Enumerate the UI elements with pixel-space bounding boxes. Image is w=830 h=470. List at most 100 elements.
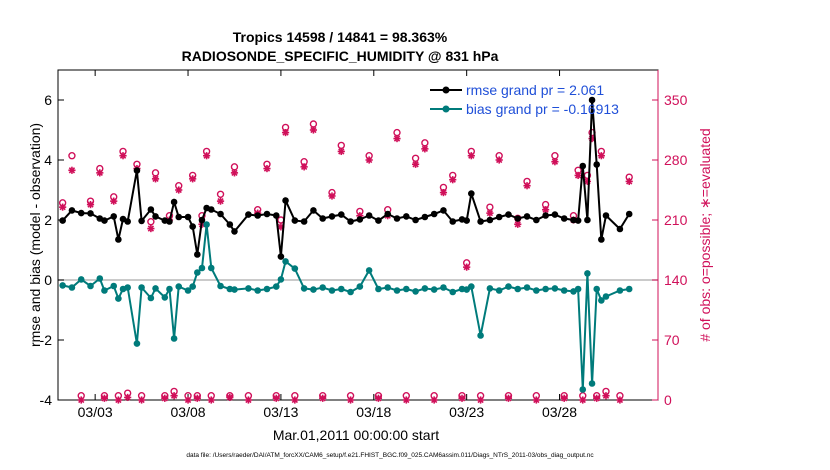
bias-point: [337, 285, 345, 293]
rmse-point: [263, 210, 271, 218]
bias-point: [430, 286, 438, 293]
x-axis-label: Mar.01,2011 00:00:00 start: [273, 427, 439, 443]
bias-point: [272, 283, 280, 290]
obs-evaluated-stroke: [124, 394, 131, 401]
obs-evaluated-stroke: [365, 156, 373, 164]
bias-point: [68, 284, 76, 291]
obs-evaluated-marker: [300, 163, 308, 171]
plot-frame: [57, 69, 659, 401]
bias-point: [170, 335, 178, 342]
obs-evaluated-stroke: [175, 186, 182, 194]
obs-evaluated-stroke: [147, 225, 155, 232]
rmse-point: [147, 206, 155, 213]
bias-point: [254, 287, 261, 294]
obs-evaluated-marker: [96, 169, 104, 177]
bias-point: [138, 284, 145, 291]
obs-evaluated-marker: [189, 175, 197, 183]
rmse-point: [124, 218, 131, 225]
rmse-point: [207, 206, 215, 213]
obs-evaluated-marker: [59, 203, 67, 211]
obs-evaluated-marker: [137, 396, 146, 404]
y-tick-label: 6: [44, 92, 52, 108]
bias-point: [124, 284, 131, 291]
bias-point: [579, 386, 587, 393]
y-right-tick-label: 140: [664, 272, 688, 288]
bias-point: [356, 283, 364, 290]
rmse-point: [231, 228, 238, 235]
obs-evaluated-marker: [230, 169, 239, 177]
obs-evaluated-marker: [421, 145, 429, 153]
obs-possible-marker: [393, 128, 401, 137]
obs-evaluated-stroke: [542, 206, 549, 213]
rmse-point: [523, 213, 531, 220]
rmse-point: [291, 217, 299, 224]
rmse-point: [138, 217, 145, 225]
obs-evaluated-stroke: [338, 148, 345, 155]
rmse-point: [421, 213, 429, 221]
obs-evaluated-stroke: [514, 221, 521, 228]
obs-evaluated-stroke: [551, 158, 559, 165]
bias-point: [217, 282, 224, 290]
obs-evaluated-marker: [346, 396, 355, 404]
obs-evaluated-stroke: [59, 203, 66, 211]
rmse-point: [337, 211, 345, 218]
y-tick-label: 0: [44, 272, 52, 288]
obs-evaluated-stroke: [421, 145, 429, 153]
obs-evaluated-stroke: [152, 175, 159, 183]
obs-evaluated-marker: [110, 197, 118, 205]
bias-point: [189, 283, 196, 290]
rmse-point: [477, 218, 484, 225]
obs-evaluated-marker: [486, 209, 494, 217]
rmse-point: [226, 221, 234, 228]
obs-evaluated-stroke: [119, 152, 127, 159]
rmse-point: [505, 211, 512, 218]
legend-bias-label: bias grand pr = -0.16913: [466, 101, 619, 117]
rmse-point: [588, 96, 596, 104]
bias-point: [495, 287, 503, 294]
rmse-point: [495, 213, 503, 221]
obs-evaluated-stroke: [449, 176, 456, 183]
rmse-point: [300, 218, 308, 225]
rmse-point: [184, 213, 192, 221]
bias-point: [393, 287, 401, 294]
rmse-point: [198, 216, 206, 224]
bias-point: [412, 288, 419, 295]
obs-evaluated-marker: [402, 396, 410, 404]
y-right-tick-label: 350: [664, 92, 688, 108]
obs-evaluated-stroke: [138, 396, 145, 404]
bias-point: [486, 285, 494, 292]
bias-point: [96, 275, 104, 282]
bias-point: [551, 285, 559, 292]
bias-point: [166, 285, 173, 293]
rmse-point: [282, 197, 289, 204]
bias-point: [291, 265, 299, 272]
bias-point: [133, 340, 141, 347]
obs-evaluated-marker: [579, 396, 587, 404]
bias-point: [375, 285, 382, 293]
obs-evaluated-marker: [100, 394, 109, 402]
obs-evaluated-marker: [184, 396, 192, 404]
y-axis-label: rmse and bias (model - observation): [27, 123, 43, 347]
obs-possible-marker: [551, 152, 559, 160]
rmse-point: [542, 212, 549, 219]
rmse-point: [68, 207, 76, 214]
obs-evaluated-marker: [175, 186, 183, 194]
rmse-point: [440, 207, 447, 214]
bias-point: [593, 285, 600, 293]
bias-point: [203, 221, 210, 228]
obs-evaluated-marker: [393, 134, 401, 143]
bias-point: [184, 287, 192, 294]
y-right-tick-label: 70: [664, 332, 680, 348]
bias-point: [207, 264, 215, 272]
rmse-point: [602, 212, 610, 219]
obs-evaluated-stroke: [208, 396, 215, 404]
obs-evaluated-stroke: [300, 163, 308, 171]
obs-evaluated-marker: [514, 220, 522, 228]
bias-point: [365, 267, 373, 274]
obs-evaluated-stroke: [626, 178, 633, 185]
rmse-point: [115, 236, 122, 243]
obs-evaluated-stroke: [231, 169, 238, 177]
x-tick-label: 03/18: [356, 404, 391, 420]
obs-evaluated-marker: [439, 188, 448, 197]
